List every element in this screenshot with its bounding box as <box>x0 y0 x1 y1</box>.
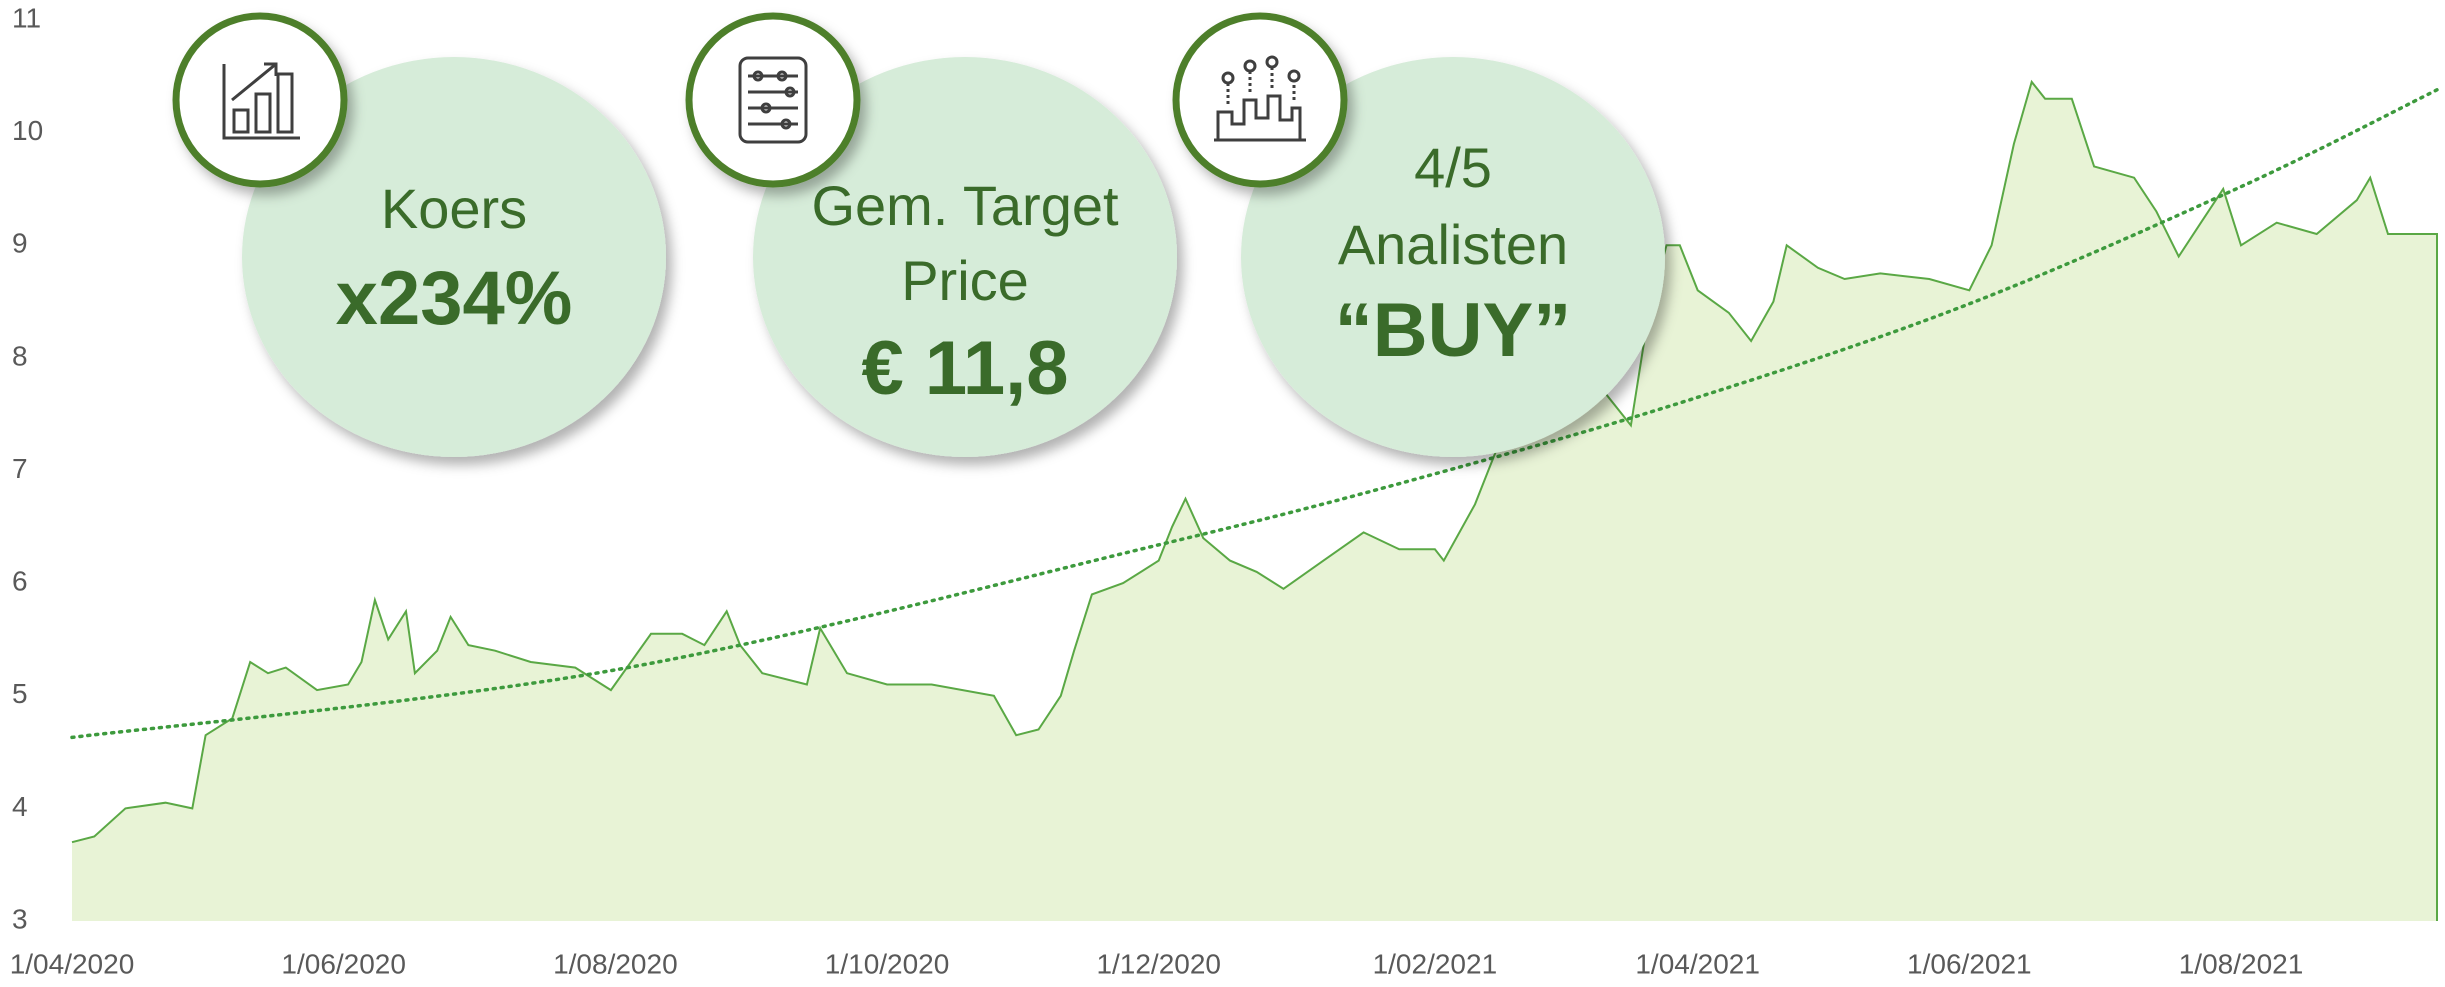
card-label: 4/5 <box>1414 136 1492 199</box>
area <box>72 81 2437 921</box>
x-tick-label: 1/04/2021 <box>1635 948 1760 979</box>
x-tick-label: 1/04/2020 <box>10 948 135 979</box>
x-tick-label: 1/12/2020 <box>1096 948 1221 979</box>
card-bubble <box>1241 57 1665 457</box>
y-tick-label: 4 <box>12 791 28 822</box>
cards: Koers x234% Gem. Target Price € 11,8 4/5… <box>172 12 1665 457</box>
area-line <box>71 79 2438 921</box>
card-bubble <box>753 57 1177 457</box>
x-tick-label: 1/02/2021 <box>1373 948 1498 979</box>
y-tick-label: 11 <box>12 2 41 33</box>
y-tick-label: 10 <box>12 115 43 146</box>
x-tick-label: 1/06/2020 <box>281 948 406 979</box>
icon-chart <box>222 62 300 140</box>
x-tick-label: 1/10/2020 <box>825 948 950 979</box>
y-tick-label: 5 <box>12 678 28 709</box>
y-tick-label: 7 <box>12 453 28 484</box>
icon-city <box>1214 55 1306 142</box>
card-highlight: € 11,8 <box>861 326 1068 411</box>
x-tick-label: 1/08/2021 <box>2179 948 2304 979</box>
card: Koers x234% <box>172 12 666 457</box>
y-tick-label: 3 <box>12 903 28 934</box>
icon-circle <box>1172 12 1348 188</box>
card: Gem. Target Price € 11,8 <box>685 12 1177 457</box>
card-label: Price <box>901 249 1029 312</box>
card-highlight: x234% <box>336 256 573 341</box>
icon-circle <box>172 12 348 188</box>
card-bubble <box>242 57 666 457</box>
card-label: Gem. Target <box>811 174 1119 237</box>
icon-abacus <box>738 56 808 144</box>
card-highlight: “BUY” <box>1335 288 1571 373</box>
card-label: Analisten <box>1338 213 1568 276</box>
y-tick-label: 6 <box>12 566 28 597</box>
y-tick-label: 8 <box>12 340 28 371</box>
y-tick-label: 9 <box>12 228 28 259</box>
x-tick-label: 1/08/2020 <box>553 948 678 979</box>
card: 4/5 Analisten “BUY” <box>1172 12 1665 457</box>
card-label: Koers <box>381 177 527 240</box>
trendline <box>70 88 2439 740</box>
plot: 3 4 5 6 7 8 9 10 11 1/04/2020 1/06/2020 1/08/2020 1/… <box>10 2 2439 979</box>
icon-circle <box>685 12 861 188</box>
x-tick-label: 1/06/2021 <box>1907 948 2032 979</box>
